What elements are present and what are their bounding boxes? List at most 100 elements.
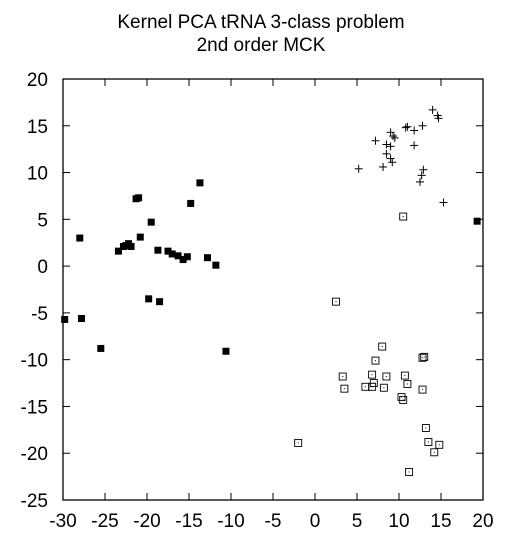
plus-point xyxy=(382,140,391,149)
plus-point xyxy=(388,158,397,167)
x-tick-label: -20 xyxy=(133,511,160,532)
plus-point xyxy=(410,141,419,150)
hollow-square-center xyxy=(406,383,408,385)
filled-square-point xyxy=(135,194,143,202)
hollow-square-point xyxy=(400,371,409,380)
hollow-square-point xyxy=(338,372,347,381)
y-tick-label: 10 xyxy=(27,164,48,185)
y-tick-label: 0 xyxy=(37,257,48,278)
hollow-square-center xyxy=(297,442,299,444)
x-tick-label: -5 xyxy=(265,511,282,532)
x-tick-label: 20 xyxy=(472,511,493,532)
x-tick-label: -25 xyxy=(91,511,118,532)
hollow-square-center xyxy=(423,356,425,358)
filled-square-point xyxy=(222,347,230,355)
plus-point xyxy=(401,123,410,132)
filled-square-point xyxy=(473,217,481,225)
filled-square-point xyxy=(212,261,220,269)
filled-square-point xyxy=(183,253,191,261)
hollow-square-center xyxy=(364,386,366,388)
filled-square-point xyxy=(61,315,69,323)
hollow-square-point xyxy=(382,372,391,381)
plus-point xyxy=(403,122,412,131)
filled-square-point xyxy=(196,179,204,187)
y-tick-label: -25 xyxy=(21,491,48,512)
y-tick-label: -15 xyxy=(21,397,48,418)
hollow-square-center xyxy=(401,396,403,398)
hollow-square-center xyxy=(402,399,404,401)
hollow-square-center xyxy=(343,388,345,390)
hollow-square-center xyxy=(385,376,387,378)
plus-point xyxy=(428,105,437,114)
hollow-square-center xyxy=(335,301,337,303)
x-tick-label: 5 xyxy=(352,511,363,532)
plus-point xyxy=(386,154,395,163)
plus-point xyxy=(386,142,395,151)
hollow-square-center xyxy=(422,389,424,391)
filled-square-point xyxy=(164,247,172,255)
filled-square-point xyxy=(114,247,122,255)
plus-point xyxy=(410,126,419,135)
plot-frame xyxy=(62,78,484,501)
hollow-square-point xyxy=(424,438,433,446)
plus-point xyxy=(389,132,398,141)
plus-point xyxy=(434,114,443,123)
filled-square-point xyxy=(187,199,195,207)
hollow-square-center xyxy=(408,471,410,473)
hollow-square-point xyxy=(397,393,406,402)
chart-title: Kernel PCA tRNA 3-class problem xyxy=(117,12,404,33)
hollow-square-point xyxy=(435,440,444,449)
hollow-square-point xyxy=(378,342,387,351)
plus-point xyxy=(417,171,426,180)
hollow-square-point xyxy=(371,356,380,365)
hollow-square-center xyxy=(373,382,375,384)
y-tick-label: -5 xyxy=(31,304,48,325)
hollow-square-center xyxy=(383,387,385,389)
hollow-square-center xyxy=(374,360,376,362)
hollow-square-point xyxy=(399,212,408,221)
plus-point xyxy=(439,198,448,207)
hollow-square-center xyxy=(342,376,344,378)
x-tick-label: -15 xyxy=(175,511,202,532)
filled-square-point xyxy=(127,242,135,250)
plus-point xyxy=(382,149,391,158)
y-tick-label: 20 xyxy=(27,70,48,91)
hollow-square-center xyxy=(425,427,427,429)
hollow-square-center xyxy=(404,375,406,377)
hollow-square-point xyxy=(379,383,388,392)
filled-square-point xyxy=(97,344,105,352)
y-tick-label: 5 xyxy=(37,210,48,231)
y-tick-label: 15 xyxy=(27,117,48,138)
hollow-square-point xyxy=(418,385,427,394)
filled-square-point xyxy=(156,298,164,306)
hollow-square-point xyxy=(369,379,378,388)
y-axis: 20 15 10 5 0 -5 -10 -15 -20 -25 xyxy=(21,70,483,512)
hollow-square-point xyxy=(403,380,412,388)
plus-point xyxy=(419,165,428,174)
hollow-square-center xyxy=(433,451,435,453)
plus-point xyxy=(390,133,399,142)
hollow-square-point xyxy=(340,384,349,393)
x-tick-label: 15 xyxy=(430,511,451,532)
x-tick-label: -30 xyxy=(49,511,76,532)
x-tick-label: 0 xyxy=(310,511,321,532)
plus-point xyxy=(354,164,363,173)
hollow-square-point xyxy=(430,448,439,457)
plus-point xyxy=(418,121,427,130)
data-points xyxy=(61,105,481,476)
hollow-square-point xyxy=(399,395,408,404)
y-tick-label: -20 xyxy=(21,444,48,465)
hollow-square-center xyxy=(402,216,404,218)
filled-square-point xyxy=(203,254,211,262)
hollow-square-center xyxy=(371,374,373,376)
hollow-square-point xyxy=(421,424,430,432)
hollow-square-point xyxy=(405,467,414,476)
x-tick-label: -10 xyxy=(217,511,244,532)
hollow-square-center xyxy=(422,357,424,359)
filled-square-point xyxy=(168,250,176,258)
filled-square-point xyxy=(145,295,153,303)
hollow-square-point xyxy=(368,370,377,379)
x-axis: -30 -25 -20 -15 -10 -5 0 5 10 15 20 xyxy=(49,79,494,532)
hollow-square-center xyxy=(427,441,429,443)
